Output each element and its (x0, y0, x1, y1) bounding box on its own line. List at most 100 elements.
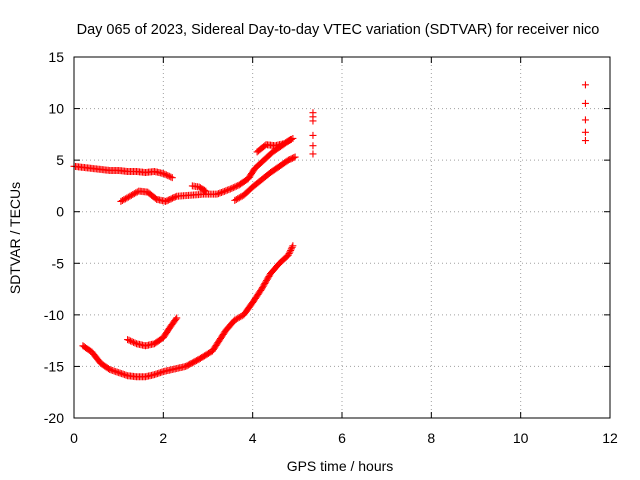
data-point (285, 249, 293, 257)
x-tick-label: 12 (602, 430, 618, 446)
data-point (287, 135, 295, 143)
series-track-e (253, 134, 297, 156)
plot-frame (73, 56, 611, 419)
y-tick-label: -5 (52, 255, 65, 271)
data-point (287, 245, 295, 253)
data-point (280, 140, 288, 148)
series-track-c (188, 182, 210, 195)
data-point (171, 193, 179, 201)
data-point (172, 315, 180, 323)
y-tick-label: 15 (48, 49, 64, 65)
series-track-g (124, 314, 181, 350)
data-point (164, 172, 172, 180)
data-point (173, 314, 181, 322)
data-point (229, 184, 237, 192)
data-point (286, 136, 294, 144)
data-point (289, 134, 297, 142)
grid (74, 57, 610, 418)
data-point (581, 99, 589, 107)
data-point (168, 174, 176, 182)
data-point (124, 336, 132, 344)
data-point (309, 142, 317, 150)
data-point (581, 128, 589, 136)
data-point (309, 113, 317, 121)
data-point (127, 337, 135, 345)
data-point (127, 191, 135, 199)
data-point (237, 313, 245, 321)
data-point (309, 150, 317, 158)
data-point (231, 196, 239, 204)
data-point (126, 192, 134, 200)
data-point (237, 193, 245, 201)
data-point (281, 139, 289, 147)
data-point (120, 196, 128, 204)
data-point (581, 137, 589, 145)
data-points (70, 81, 589, 381)
data-point (581, 116, 589, 124)
x-tick-label: 6 (338, 430, 346, 446)
data-point (287, 246, 295, 254)
data-point (581, 81, 589, 89)
data-point (231, 183, 239, 191)
data-point (124, 193, 132, 201)
data-point (125, 336, 133, 344)
data-point (235, 194, 243, 202)
series-track-f (79, 242, 297, 381)
y-tick-label: -20 (44, 410, 64, 426)
data-point (284, 251, 292, 259)
data-point (159, 170, 167, 178)
data-point (225, 186, 233, 194)
data-point (216, 189, 224, 197)
data-point (162, 171, 170, 179)
x-axis-label: GPS time / hours (287, 458, 394, 474)
data-point (214, 190, 222, 198)
data-point (130, 190, 138, 198)
series-track-h (309, 109, 317, 158)
series-track-d (231, 153, 299, 204)
data-point (129, 191, 137, 199)
data-point (217, 188, 225, 196)
data-point (232, 196, 240, 204)
data-point (234, 314, 242, 322)
y-tick-label: 10 (48, 101, 64, 117)
y-tick-label: -15 (44, 358, 64, 374)
data-point (290, 154, 298, 162)
series-track-a (70, 162, 176, 182)
chart-title: Day 065 of 2023, Sidereal Day-to-day VTE… (77, 22, 600, 38)
data-point (284, 137, 292, 145)
data-point (131, 339, 139, 347)
x-tick-label: 10 (513, 430, 529, 446)
data-point (128, 338, 136, 346)
data-point (202, 187, 210, 195)
y-tick-label: 5 (56, 152, 64, 168)
data-point (220, 187, 228, 195)
data-point (309, 131, 317, 139)
data-point (223, 186, 231, 194)
data-point (121, 195, 129, 203)
data-point (232, 315, 240, 323)
data-point (288, 243, 296, 251)
data-point (231, 316, 239, 324)
x-tick-label: 0 (70, 430, 78, 446)
data-point (118, 197, 126, 205)
data-point (234, 195, 242, 203)
data-point (219, 188, 227, 196)
x-tick-label: 8 (427, 430, 435, 446)
data-point (291, 153, 299, 161)
data-point (222, 187, 230, 195)
data-point (200, 186, 208, 194)
data-point (165, 172, 173, 180)
data-point (289, 242, 297, 250)
data-point (123, 194, 131, 202)
y-axis-label: SDTVAR / TECUs (7, 182, 23, 294)
data-point (283, 138, 291, 146)
data-point (117, 197, 125, 205)
data-point (213, 190, 221, 198)
x-tick-label: 2 (159, 430, 167, 446)
series-track-i (581, 81, 589, 145)
data-point (286, 248, 294, 256)
data-point (235, 313, 243, 321)
y-tick-label: 0 (56, 204, 64, 220)
data-point (130, 338, 138, 346)
